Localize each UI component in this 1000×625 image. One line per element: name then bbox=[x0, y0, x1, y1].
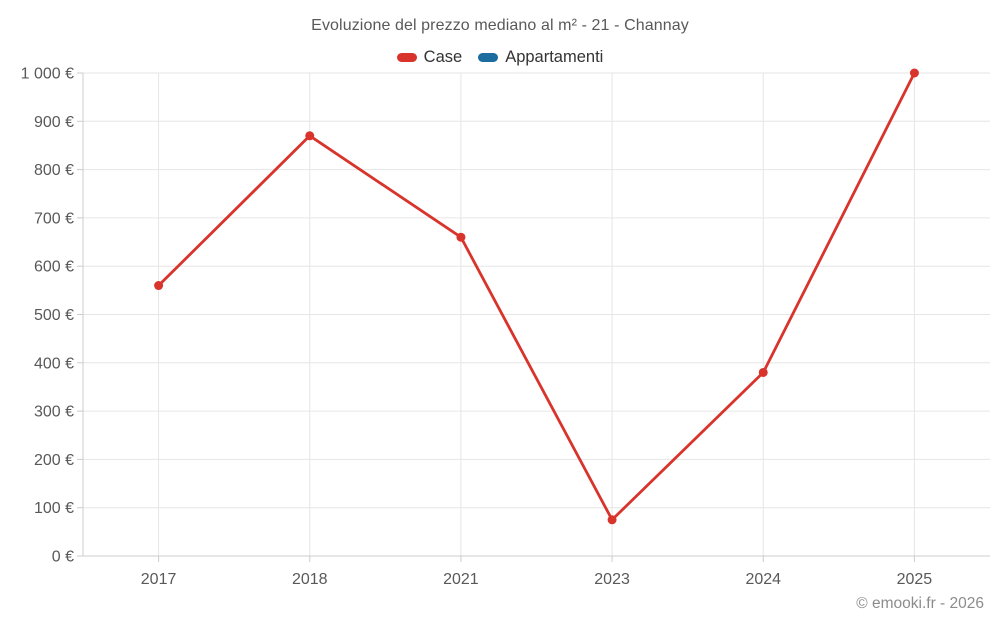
series-line-case bbox=[157, 71, 916, 522]
x-tick-label: 2025 bbox=[897, 571, 933, 588]
y-tick-label: 1 000 € bbox=[21, 66, 74, 83]
x-tick-label: 2024 bbox=[745, 571, 781, 588]
data-point-case-2025[interactable] bbox=[909, 68, 919, 78]
y-tick-label: 700 € bbox=[34, 210, 74, 227]
y-tick-label: 600 € bbox=[34, 259, 74, 276]
legend-item-case[interactable]: Case bbox=[396, 47, 463, 67]
x-tick-label: 2017 bbox=[141, 571, 177, 588]
y-tick-label: 500 € bbox=[34, 307, 74, 324]
appartamenti-series-swatch-icon bbox=[478, 52, 499, 62]
data-point-case-2017[interactable] bbox=[154, 281, 164, 291]
data-point-case-2024[interactable] bbox=[758, 367, 768, 377]
y-tick-label: 900 € bbox=[34, 114, 74, 131]
x-tick-label: 2021 bbox=[443, 571, 479, 588]
y-tick-label: 100 € bbox=[34, 500, 74, 517]
data-point-case-2023[interactable] bbox=[607, 515, 617, 525]
data-point-case-2018[interactable] bbox=[305, 131, 315, 141]
data-point-case-2021[interactable] bbox=[456, 232, 466, 242]
legend-item-appartamenti[interactable]: Appartamenti bbox=[478, 48, 603, 67]
chart-title: Evoluzione del prezzo mediano al m² - 21… bbox=[311, 17, 689, 34]
x-tick-label: 2018 bbox=[292, 571, 328, 588]
legend-label-case: Case bbox=[423, 47, 463, 66]
y-tick-label: 300 € bbox=[34, 404, 74, 421]
y-tick-label: 400 € bbox=[34, 355, 74, 372]
y-tick-label: 0 € bbox=[52, 549, 74, 566]
legend-label-appartamenti: Appartamenti bbox=[505, 47, 604, 66]
copyright: © emooki.fr - 2026 bbox=[856, 595, 984, 612]
y-tick-label: 200 € bbox=[34, 452, 74, 469]
legend: Case Appartamenti bbox=[0, 47, 1000, 67]
x-tick-label: 2023 bbox=[594, 571, 630, 588]
case-series-swatch-icon bbox=[396, 52, 417, 62]
y-tick-label: 800 € bbox=[34, 162, 74, 179]
